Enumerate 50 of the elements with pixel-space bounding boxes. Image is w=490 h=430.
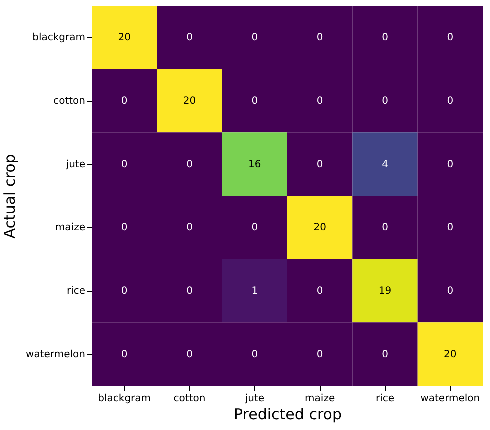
x-tick-label: cotton xyxy=(174,394,206,404)
y-axis-title: Actual crop xyxy=(1,154,20,239)
data-label: 0 xyxy=(316,286,324,297)
data-label: 0 xyxy=(252,96,258,107)
data-label: 0 xyxy=(447,159,454,170)
data-label: 4 xyxy=(382,159,388,170)
data-label: 0 xyxy=(447,32,454,44)
data-label: 0 xyxy=(382,349,388,360)
data-label: 0 xyxy=(186,159,193,170)
data-label: 0 xyxy=(382,96,388,107)
data-label: 20 xyxy=(444,349,457,360)
y-tick-label: jute xyxy=(65,159,86,170)
x-tick-label: maize xyxy=(305,394,336,404)
y-tick-label: cotton xyxy=(54,96,86,107)
x-axis-title: Predicted crop xyxy=(234,406,342,424)
data-label: 1 xyxy=(252,286,258,297)
y-tick-label: blackgram xyxy=(32,32,86,44)
data-label: 20 xyxy=(183,96,196,107)
data-label: 0 xyxy=(316,159,324,170)
data-label: 20 xyxy=(118,32,131,44)
x-tick-label: blackgram xyxy=(98,394,152,404)
data-label: 0 xyxy=(382,32,388,44)
data-label: 0 xyxy=(186,222,193,234)
data-label: 0 xyxy=(252,222,258,234)
data-label: 0 xyxy=(121,349,128,360)
data-label: 0 xyxy=(121,159,128,170)
data-label: 0 xyxy=(186,286,193,297)
data-label: 0 xyxy=(316,349,324,360)
data-label: 0 xyxy=(316,96,324,107)
x-tick-label: watermelon xyxy=(420,394,480,404)
x-tick-label: jute xyxy=(244,394,265,404)
y-tick-label: rice xyxy=(66,286,86,297)
data-label: 20 xyxy=(314,222,326,234)
data-label: 16 xyxy=(248,159,262,170)
data-label: 0 xyxy=(121,96,128,107)
data-label: 0 xyxy=(121,286,128,297)
data-label: 0 xyxy=(121,222,128,234)
data-label: 0 xyxy=(186,349,193,360)
data-label: 19 xyxy=(378,286,392,297)
y-tick-label: watermelon xyxy=(26,349,86,360)
data-label: 0 xyxy=(447,222,454,234)
data-label: 0 xyxy=(252,32,258,44)
data-label: 0 xyxy=(186,32,193,44)
data-label: 0 xyxy=(316,32,324,44)
data-label: 0 xyxy=(447,286,454,297)
data-label: 0 xyxy=(447,96,454,107)
data-label: 0 xyxy=(252,349,258,360)
x-tick-label: rice xyxy=(376,394,395,404)
y-tick-label: maize xyxy=(55,222,86,234)
data-label: 0 xyxy=(382,222,388,234)
